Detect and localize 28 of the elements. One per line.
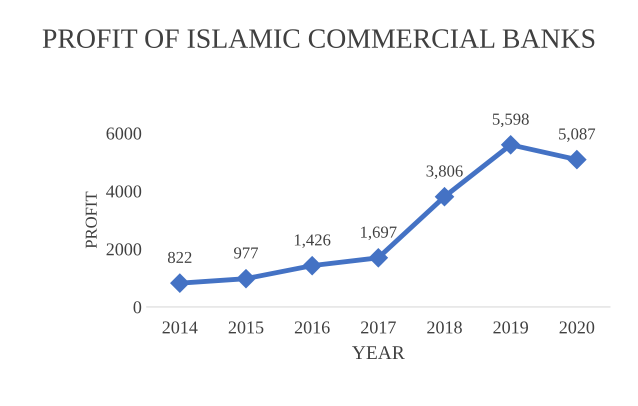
data-label: 977 bbox=[234, 247, 258, 259]
x-tick-label: 2014 bbox=[162, 321, 198, 334]
y-tick-label: 2000 bbox=[106, 243, 142, 256]
data-label: 3,806 bbox=[426, 165, 463, 180]
x-tick-label: 2016 bbox=[294, 321, 330, 334]
data-label: 1,426 bbox=[294, 234, 330, 248]
data-label: 1,697 bbox=[361, 226, 397, 240]
y-axis-title: PROFIT bbox=[86, 192, 97, 248]
x-tick-label: 2015 bbox=[228, 321, 264, 334]
point bbox=[434, 187, 454, 206]
y-tick-label: 4000 bbox=[106, 185, 142, 198]
data-label: 5,087 bbox=[559, 128, 596, 142]
point bbox=[302, 256, 322, 276]
point bbox=[170, 274, 190, 293]
x-tick-label: 2019 bbox=[493, 321, 528, 334]
x-axis-title: YEAR bbox=[352, 346, 405, 360]
y-tick-label: 6000 bbox=[106, 127, 142, 140]
data-label: 5,598 bbox=[492, 114, 529, 128]
x-tick-label: 2017 bbox=[361, 321, 396, 334]
chart-title: PROFIT OF ISLAMIC COMMERCIAL BANKS bbox=[42, 29, 594, 48]
point bbox=[368, 248, 388, 268]
point bbox=[501, 135, 520, 154]
x-tick-label: 2018 bbox=[427, 321, 462, 334]
point bbox=[236, 269, 256, 288]
x-tick-label: 2020 bbox=[560, 321, 594, 334]
data-label: 822 bbox=[168, 252, 192, 264]
y-tick-label: 0 bbox=[134, 301, 142, 314]
point bbox=[567, 150, 586, 170]
